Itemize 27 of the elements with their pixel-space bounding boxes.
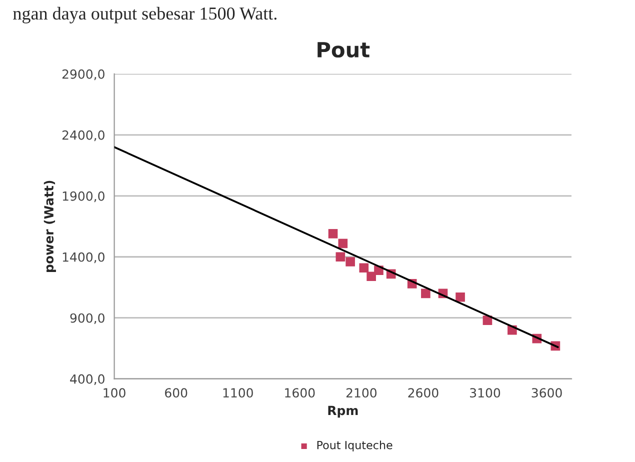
point <box>359 263 369 273</box>
x-tick-label: 600 <box>165 388 188 398</box>
point <box>346 257 355 266</box>
point <box>328 229 338 238</box>
point <box>366 272 376 282</box>
text: ngan daya output sebesar 1500 Watt. <box>13 6 276 24</box>
legend-label: Pout Iquteche <box>317 440 392 452</box>
y-tick-label: 2900,0 <box>62 69 104 80</box>
point <box>456 292 465 302</box>
x-tick-label: 2600 <box>408 388 438 398</box>
x-tick-label: 2100 <box>346 388 377 398</box>
chart-title: Pout <box>318 42 370 58</box>
y-tick-label: 400,0 <box>70 374 104 386</box>
x-tick-label: 3600 <box>532 388 562 398</box>
x-tick-label: 3100 <box>470 388 500 398</box>
y-tick-label: 1400,0 <box>62 252 104 264</box>
point <box>421 288 430 298</box>
x-axis-title: Rpm <box>328 406 358 418</box>
point <box>338 238 348 248</box>
point <box>336 252 346 262</box>
y-tick-label: 900,0 <box>70 313 104 324</box>
x-tick-label: 100 <box>104 388 126 398</box>
y-axis-title: power (Watt) <box>44 180 56 272</box>
x-tick-label: 1100 <box>223 388 253 398</box>
y-tick-label: 2400,0 <box>62 130 104 142</box>
y-tick-label: 1900,0 <box>62 191 104 202</box>
x-tick-label: 1600 <box>285 388 315 398</box>
